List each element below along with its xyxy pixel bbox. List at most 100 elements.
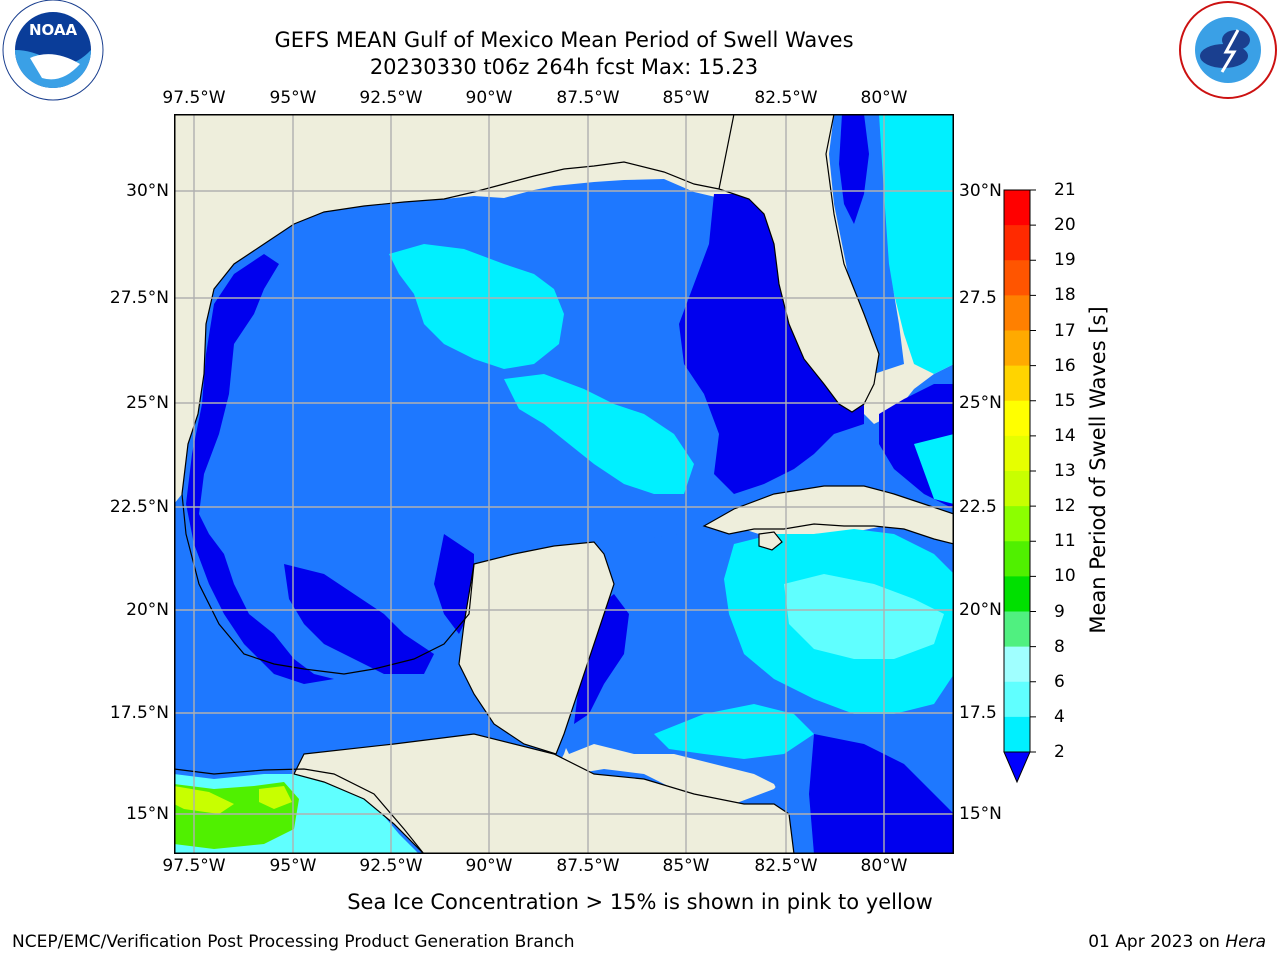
gulf-map: [174, 114, 954, 854]
lat-label: 30°N: [126, 181, 169, 201]
contour-mid: [504, 374, 694, 494]
contour-mid: [389, 244, 564, 369]
colorbar-band: [1004, 576, 1030, 612]
colorbar-band: [1004, 611, 1030, 648]
coastline: [174, 768, 425, 854]
lon-label: 82.5°W: [754, 856, 818, 876]
svg-text:NOAA: NOAA: [29, 21, 78, 39]
footer-machine: Hera: [1225, 932, 1266, 952]
lon-label: 85°W: [662, 856, 710, 876]
map-title: GEFS MEAN Gulf of Mexico Mean Period of …: [274, 28, 854, 52]
contour-high-mid: [174, 786, 234, 814]
lon-label: 95°W: [269, 88, 317, 108]
coastline: [181, 493, 475, 675]
lon-label: 85°W: [662, 88, 710, 108]
colorbar-tick-label: 19: [1054, 250, 1076, 271]
colorbar-tick-label: 6: [1054, 671, 1065, 692]
lat-label: 15°N: [959, 804, 1002, 824]
colorbar-tick-label: 10: [1054, 566, 1076, 587]
lat-label: 22.5: [959, 497, 997, 517]
central-america-land: [293, 733, 795, 854]
map-frame: [174, 114, 954, 854]
colorbar-band: [1004, 365, 1030, 402]
lat-label: 20°N: [126, 600, 169, 620]
coastline: [181, 161, 720, 495]
colorbar-band: [1004, 330, 1030, 367]
footer-date-text: 01 Apr 2023 on: [1088, 932, 1220, 952]
colorbar-tick-label: 15: [1054, 390, 1076, 411]
colorbar-tick-label: 17: [1054, 320, 1076, 341]
isla-juventud: [758, 531, 783, 551]
colorbar-bands: [1004, 190, 1030, 753]
lon-label: 97.5°W: [162, 856, 226, 876]
colorbar-tick-label: 20: [1054, 215, 1076, 236]
graticule: [174, 114, 954, 854]
colorbar-band: [1004, 716, 1030, 753]
contour-high-mid: [259, 786, 292, 809]
contour-mid-light: [784, 574, 944, 659]
colorbar-band: [1004, 295, 1030, 331]
contour-low: [434, 534, 474, 634]
colorbar-band: [1004, 435, 1030, 472]
lon-label: 95°W: [269, 856, 317, 876]
lat-label: 22.5°N: [109, 497, 169, 517]
cuba-land: [702, 485, 954, 545]
contour-mid: [874, 114, 954, 374]
contour-low: [284, 564, 434, 674]
colorbar-band: [1004, 681, 1030, 718]
lon-label: 90°W: [465, 856, 513, 876]
footer-date: 01 Apr 2023 on Hera: [1088, 932, 1266, 952]
colorbar-tick-label: 14: [1054, 425, 1076, 446]
colorbar-band: [1004, 506, 1030, 542]
yucatan-land: [458, 541, 615, 755]
colorbar-ticks: [1030, 189, 1036, 753]
colorbar-tick-label: 16: [1054, 355, 1076, 376]
colorbar-band: [1004, 190, 1030, 226]
contour-low: [679, 194, 864, 494]
colorbar-band: [1004, 646, 1030, 683]
lon-label: 80°W: [860, 88, 908, 108]
lon-label: 80°W: [860, 856, 908, 876]
colorbar: [1003, 189, 1036, 784]
nws-logo: [1179, 1, 1277, 99]
contour-low: [809, 734, 954, 854]
colorbar-tick-label: 2: [1054, 742, 1065, 762]
lon-label: 90°W: [465, 88, 513, 108]
colorbar-band: [1004, 400, 1030, 437]
lon-label: 87.5°W: [556, 856, 620, 876]
lat-label: 20°N: [959, 600, 1002, 620]
sea-ice-note: Sea Ice Concentration > 15% is shown in …: [347, 890, 933, 914]
lon-label: 92.5°W: [359, 88, 423, 108]
map-subtitle: 20230330 t06z 264h fcst Max: 15.23: [369, 55, 759, 79]
contour-low: [186, 254, 334, 684]
contour-mid: [654, 704, 814, 759]
colorbar-tick-label: 13: [1054, 461, 1076, 481]
lat-label: 17.5°N: [109, 703, 169, 723]
colorbar-tick-label: 12: [1054, 496, 1076, 517]
contour-mid: [914, 434, 954, 504]
lon-label: 82.5°W: [754, 88, 818, 108]
lat-label: 27.5: [959, 288, 997, 308]
colorbar-tick-label: 18: [1054, 285, 1076, 306]
lon-label: 92.5°W: [359, 856, 423, 876]
colorbar-tick-label: 4: [1054, 706, 1065, 727]
colorbar-band: [1004, 541, 1030, 577]
colorbar-tick-label: 8: [1054, 636, 1065, 657]
florida-land: [718, 114, 880, 413]
lat-label: 17.5: [959, 703, 997, 723]
colorbar-tick-label: 11: [1054, 531, 1076, 552]
colorbar-extend-arrow: [1003, 751, 1031, 784]
colorbar-tick-label: 9: [1054, 601, 1065, 622]
colorbar-tick-label: 21: [1054, 180, 1076, 200]
lat-label: 15°N: [126, 804, 169, 824]
colorbar-band: [1004, 260, 1030, 296]
colorbar-title: Mean Period of Swell Waves [s]: [1086, 306, 1110, 634]
noaa-logo: NOAA: [2, 0, 104, 101]
lon-label: 87.5°W: [556, 88, 620, 108]
colorbar-band: [1004, 225, 1030, 261]
contour-low: [839, 114, 869, 224]
colorbar-band: [1004, 471, 1030, 507]
footer-credit: NCEP/EMC/Verification Post Processing Pr…: [12, 932, 575, 952]
lat-label: 27.5°N: [109, 288, 169, 308]
lat-label: 25°N: [126, 393, 169, 413]
